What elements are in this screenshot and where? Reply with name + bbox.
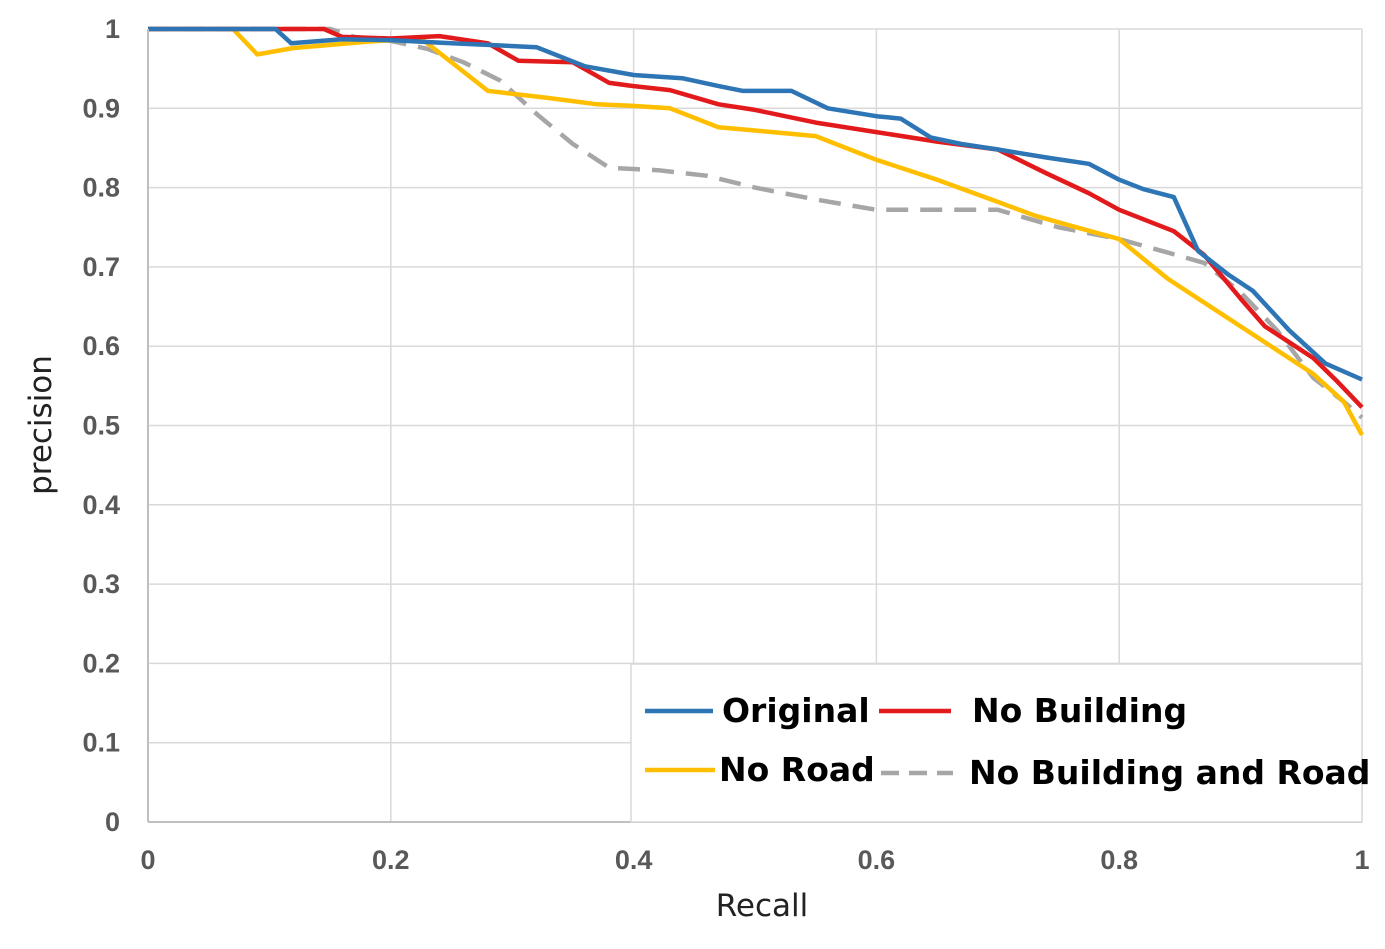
x-tick-label: 0	[140, 845, 155, 875]
y-tick-label: 0.2	[82, 648, 120, 678]
y-tick-label: 0.9	[82, 93, 120, 123]
legend-label-no-building: No Building	[972, 691, 1187, 730]
series-line-original	[148, 26, 1363, 382]
x-tick-label: 0.4	[615, 845, 653, 875]
y-tick-label: 0.3	[82, 569, 120, 599]
x-tick-label: 0.2	[372, 845, 410, 875]
y-tick-label: 0.5	[82, 411, 120, 441]
y-tick-label: 0.4	[82, 490, 120, 520]
series-layer	[148, 26, 1364, 437]
y-axis-title: precision	[23, 355, 59, 495]
legend: Original No Building No Road No Building an…	[630, 663, 1370, 823]
x-tick-label: 0.8	[1100, 845, 1138, 875]
series-line-no-building-and-road	[148, 26, 1364, 420]
legend-label-no-building-and-road: No Building and Road	[969, 753, 1370, 792]
axes: Recall precision 0 0.1 0.2 0.3 0.4 0.5 0.6 0.7 0…	[23, 14, 1370, 924]
x-axis-title: Recall	[716, 888, 809, 924]
legend-box	[630, 663, 1363, 823]
y-tick-label: 0.8	[82, 173, 120, 203]
x-tick-label: 1	[1354, 845, 1369, 875]
y-tick-label: 0.7	[82, 252, 120, 282]
y-tick-label: 0	[105, 807, 120, 837]
x-tick-label: 0.6	[858, 845, 896, 875]
series-line-no-building	[148, 26, 1364, 409]
y-tick-label: 1	[105, 14, 120, 44]
legend-label-original: Original	[722, 691, 870, 730]
y-tick-label: 0.1	[82, 728, 120, 758]
y-tick-label: 0.6	[82, 331, 120, 361]
legend-label-no-road: No Road	[719, 750, 875, 789]
